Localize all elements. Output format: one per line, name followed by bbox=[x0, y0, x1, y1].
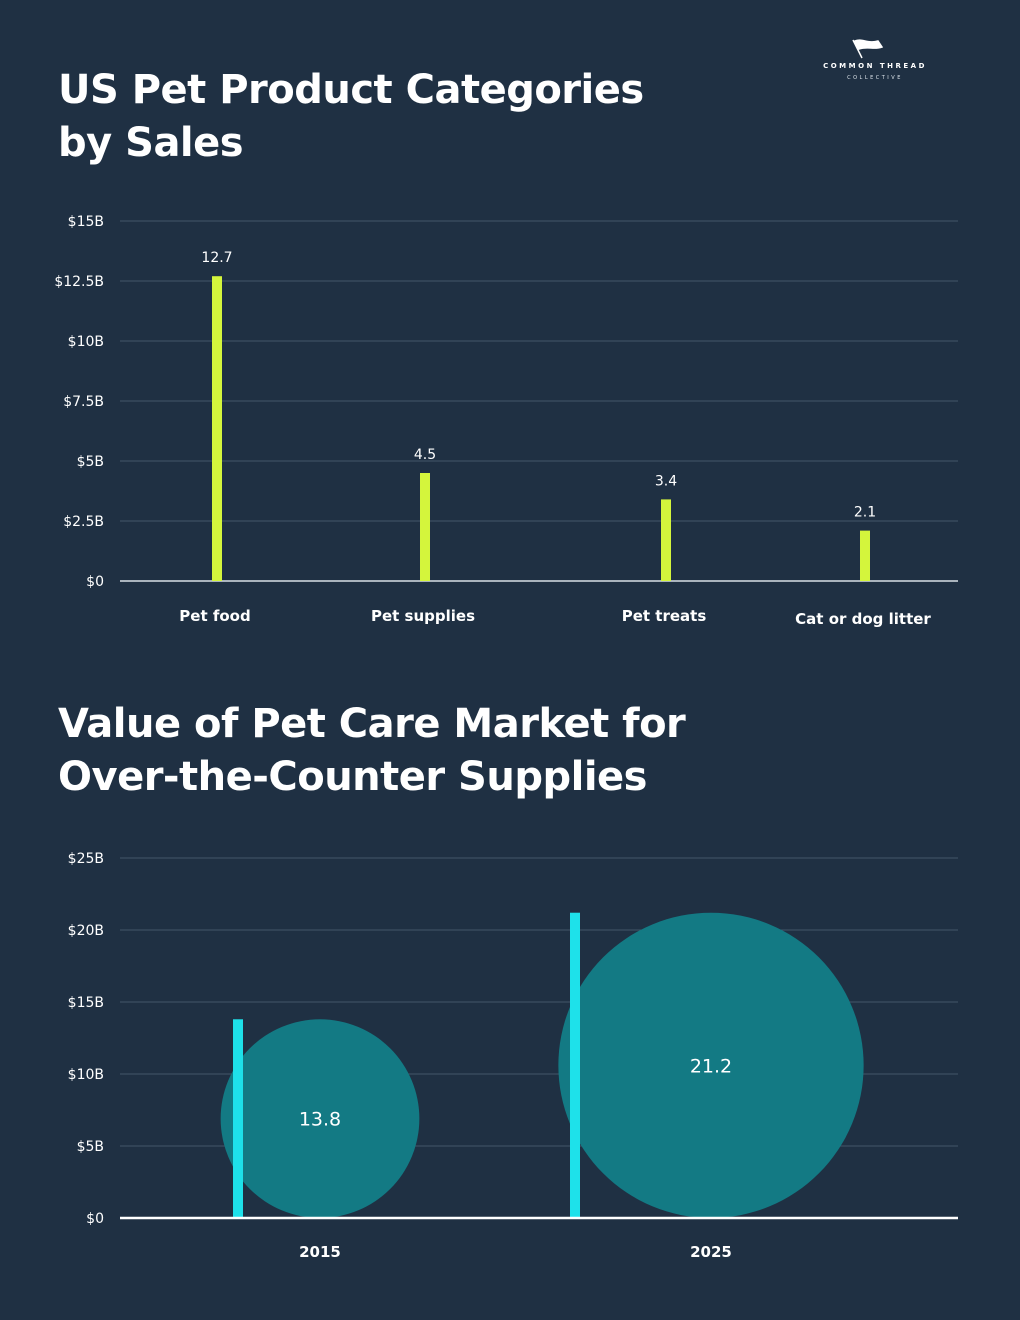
data-label: 3.4 bbox=[655, 473, 677, 489]
y-tick-label: $25B bbox=[68, 851, 104, 867]
bar bbox=[661, 499, 671, 581]
data-label: 21.2 bbox=[690, 1055, 732, 1077]
bar bbox=[570, 912, 580, 1218]
y-tick-label: $15B bbox=[68, 995, 104, 1011]
x-category-label: 2025 bbox=[690, 1243, 732, 1261]
bar bbox=[212, 276, 222, 581]
brand-logo: COMMON THREAD COLLECTIVE bbox=[820, 36, 930, 86]
flag-icon bbox=[852, 39, 884, 59]
chart-2-title: Value of Pet Care Market for Over-the-Co… bbox=[58, 701, 686, 800]
y-tick-label: $12.5B bbox=[54, 274, 104, 290]
bar bbox=[420, 473, 430, 581]
y-tick-label: $10B bbox=[68, 334, 104, 350]
data-label: 4.5 bbox=[414, 447, 436, 463]
y-tick-label: $5B bbox=[77, 1139, 104, 1155]
bubble bbox=[558, 912, 864, 1218]
chart-1-title: US Pet Product Categories by Sales bbox=[58, 67, 644, 166]
brand-name: COMMON THREAD bbox=[823, 62, 927, 70]
x-category-label: Cat or dog litter bbox=[795, 610, 931, 628]
bar bbox=[233, 1019, 243, 1218]
y-tick-label: $20B bbox=[68, 923, 104, 939]
bubble bbox=[220, 1019, 420, 1218]
y-tick-label: $0 bbox=[86, 574, 104, 590]
brand-subtitle: COLLECTIVE bbox=[847, 75, 903, 81]
y-tick-label: $5B bbox=[77, 454, 104, 470]
x-category-label: Pet supplies bbox=[371, 607, 475, 625]
x-category-label: Pet food bbox=[179, 607, 250, 625]
x-category-label: 2015 bbox=[299, 1243, 341, 1261]
y-tick-label: $10B bbox=[68, 1067, 104, 1083]
y-tick-label: $2.5B bbox=[63, 514, 104, 530]
data-label: 12.7 bbox=[201, 250, 232, 266]
data-label: 13.8 bbox=[299, 1109, 341, 1131]
y-tick-label: $0 bbox=[86, 1211, 104, 1227]
sales-bar-chart: $0 $2.5B $5B $7.5B $10B $12.5B $15B 12.7 Pet foo… bbox=[54, 214, 958, 628]
bar bbox=[860, 530, 870, 581]
data-label: 2.1 bbox=[854, 505, 876, 521]
x-category-label: Pet treats bbox=[622, 607, 707, 625]
y-tick-label: $15B bbox=[68, 214, 104, 230]
y-tick-label: $7.5B bbox=[63, 394, 104, 410]
